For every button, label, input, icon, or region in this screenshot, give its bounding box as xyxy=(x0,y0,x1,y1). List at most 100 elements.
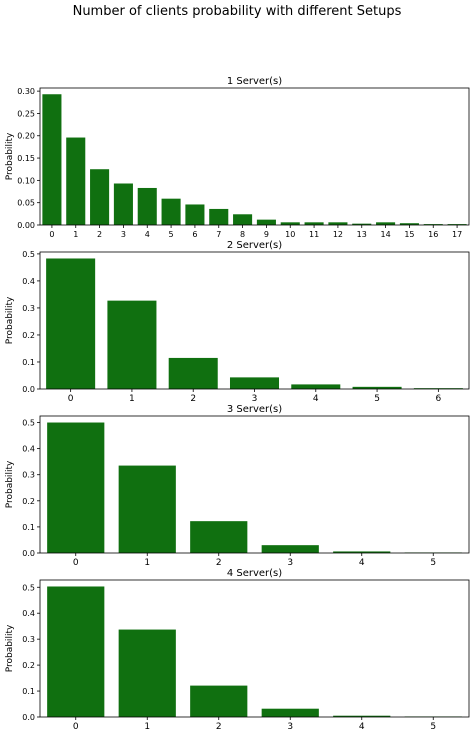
axes-frame xyxy=(39,415,470,554)
x-tick-label: 5 xyxy=(374,394,380,404)
x-tick-label: 12 xyxy=(333,230,343,239)
axes-frame xyxy=(39,579,470,718)
bar-0 xyxy=(47,586,105,717)
y-tick-label: 0.05 xyxy=(17,199,35,208)
y-tick-label: 0.10 xyxy=(17,176,35,185)
y-axis-label: Probability xyxy=(5,296,15,344)
bar-8 xyxy=(233,214,253,225)
x-tick-label: 2 xyxy=(97,230,102,239)
y-tick-label: 0.1 xyxy=(22,358,35,367)
x-tick-label: 5 xyxy=(430,558,436,568)
bar-0 xyxy=(47,422,105,553)
bar-2 xyxy=(90,169,110,225)
y-tick-label: 0.0 xyxy=(22,549,35,558)
x-tick-label: 3 xyxy=(121,230,126,239)
x-tick-label: 3 xyxy=(287,558,293,568)
x-tick-label: 4 xyxy=(359,558,365,568)
x-tick-label: 1 xyxy=(129,394,135,404)
x-tick-label: 2 xyxy=(190,394,196,404)
y-tick-label: 0.30 xyxy=(17,87,35,96)
x-tick-label: 10 xyxy=(285,230,295,239)
x-tick-label: 6 xyxy=(435,394,441,404)
bar-3 xyxy=(229,377,280,389)
bar-4 xyxy=(333,551,391,553)
x-tick-label: 16 xyxy=(428,230,438,239)
x-tick-label: 2 xyxy=(216,558,222,568)
x-tick-label: 5 xyxy=(169,230,174,239)
y-tick-label: 0.15 xyxy=(17,154,35,163)
panel-title: 4 Server(s) xyxy=(227,568,282,579)
bar-3 xyxy=(261,708,319,717)
bar-6 xyxy=(413,388,463,389)
y-tick-label: 0.4 xyxy=(22,445,35,454)
panel-title: 1 Server(s) xyxy=(227,76,282,87)
bar-3 xyxy=(261,545,319,553)
bar-11 xyxy=(304,222,324,225)
bar-0 xyxy=(46,258,96,389)
y-tick-label: 0.5 xyxy=(22,250,35,259)
y-tick-label: 0.3 xyxy=(22,304,35,313)
y-axis-label: Probability xyxy=(5,624,15,672)
x-tick-label: 3 xyxy=(287,722,293,732)
x-tick-label: 6 xyxy=(192,230,197,239)
bar-13 xyxy=(352,223,372,225)
bar-1 xyxy=(66,137,86,225)
x-tick-label: 4 xyxy=(359,722,365,732)
y-axis-label: Probability xyxy=(5,132,15,180)
bar-1 xyxy=(107,300,157,389)
bar-7 xyxy=(209,208,229,225)
y-tick-label: 0.3 xyxy=(22,471,35,480)
bar-5 xyxy=(352,386,402,389)
bar-9 xyxy=(256,219,276,225)
y-tick-label: 0.20 xyxy=(17,132,35,141)
y-tick-label: 0.4 xyxy=(22,609,35,618)
bar-16 xyxy=(423,224,443,225)
x-tick-label: 3 xyxy=(252,394,258,404)
x-tick-label: 15 xyxy=(404,230,414,239)
x-tick-label: 2 xyxy=(216,722,222,732)
x-tick-label: 5 xyxy=(430,722,436,732)
y-tick-label: 0.3 xyxy=(22,635,35,644)
axes-frame xyxy=(39,251,470,390)
y-axis-label: Probability xyxy=(5,460,15,508)
bar-3 xyxy=(113,183,133,225)
axes-frame xyxy=(39,87,470,226)
bar-2 xyxy=(168,357,218,389)
bar-2 xyxy=(190,685,248,717)
x-tick-label: 11 xyxy=(309,230,319,239)
x-tick-label: 0 xyxy=(49,230,54,239)
y-tick-label: 0.0 xyxy=(22,713,35,722)
y-tick-label: 0.5 xyxy=(22,583,35,592)
y-tick-label: 0.2 xyxy=(22,661,35,670)
x-tick-label: 7 xyxy=(216,230,221,239)
y-tick-label: 0.5 xyxy=(22,419,35,428)
y-tick-label: 0.4 xyxy=(22,277,35,286)
figure-title: Number of clients probability with diffe… xyxy=(72,4,402,19)
y-tick-label: 0.1 xyxy=(22,687,35,696)
bar-4 xyxy=(333,715,391,717)
y-tick-label: 0.25 xyxy=(17,109,35,118)
bar-4 xyxy=(137,187,157,225)
x-tick-label: 17 xyxy=(452,230,462,239)
bar-12 xyxy=(328,222,348,225)
panel-title: 3 Server(s) xyxy=(227,404,282,415)
y-tick-label: 0.1 xyxy=(22,523,35,532)
y-tick-label: 0.00 xyxy=(17,221,35,230)
x-tick-label: 1 xyxy=(73,230,78,239)
bar-2 xyxy=(190,521,248,553)
bar-6 xyxy=(185,204,205,225)
bar-15 xyxy=(399,223,419,225)
y-tick-label: 0.0 xyxy=(22,385,35,394)
panel-title: 2 Server(s) xyxy=(227,240,282,251)
y-tick-label: 0.2 xyxy=(22,331,35,340)
x-tick-label: 0 xyxy=(73,558,79,568)
x-tick-label: 14 xyxy=(380,230,390,239)
x-tick-label: 13 xyxy=(357,230,367,239)
x-tick-label: 8 xyxy=(240,230,245,239)
x-tick-label: 0 xyxy=(68,394,74,404)
bar-1 xyxy=(118,465,176,553)
bar-1 xyxy=(118,629,176,717)
bar-4 xyxy=(291,384,341,389)
bar-17 xyxy=(447,224,467,225)
